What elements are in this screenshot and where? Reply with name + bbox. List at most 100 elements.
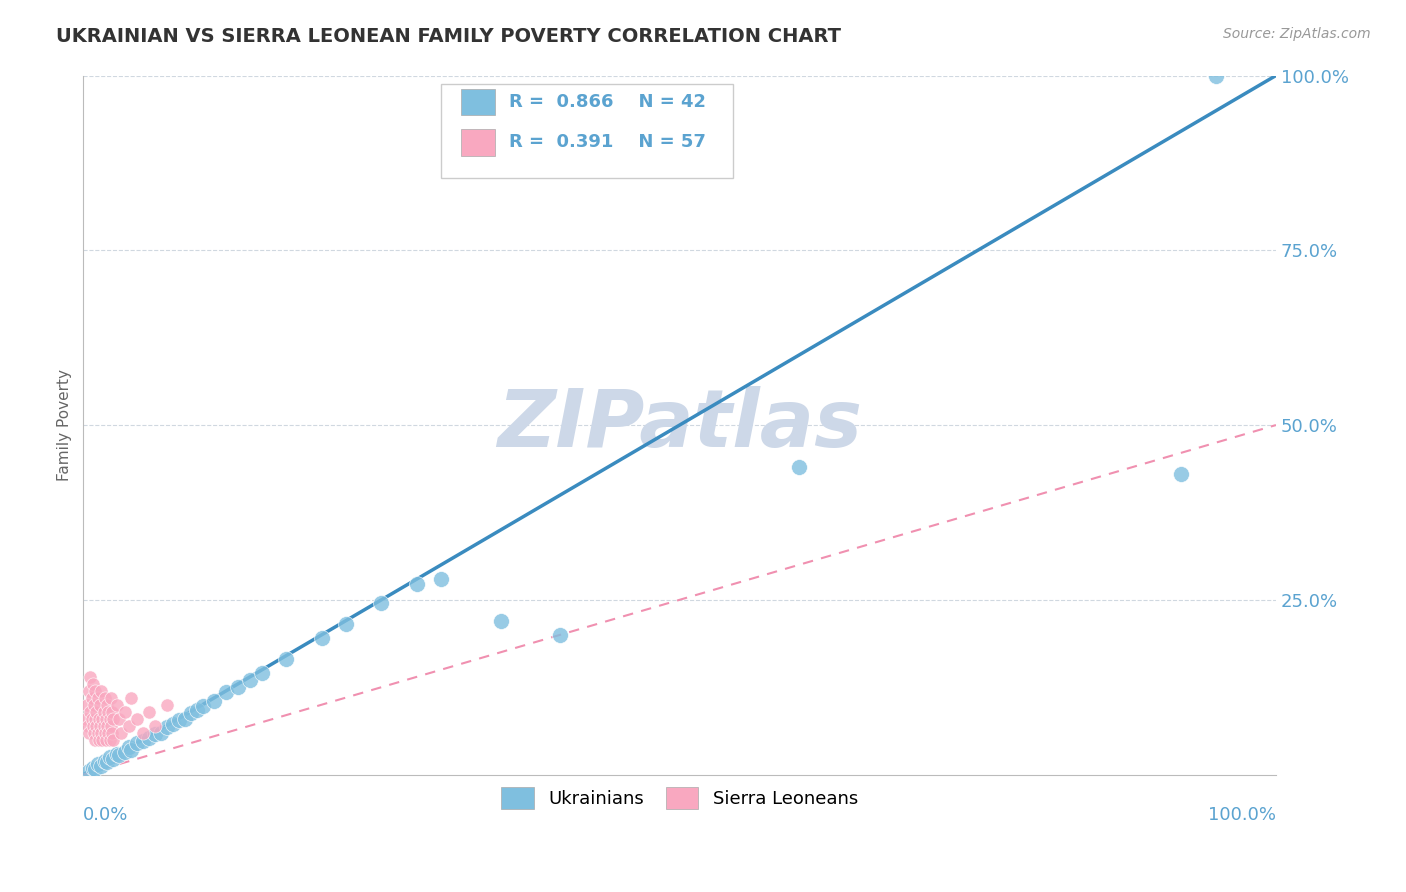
Text: ZIPatlas: ZIPatlas <box>498 386 862 464</box>
Point <box>204 694 226 708</box>
Point <box>89 718 111 732</box>
Point <box>120 690 142 705</box>
Text: R =  0.866    N = 42: R = 0.866 N = 42 <box>509 93 706 112</box>
Point <box>77 718 100 732</box>
Point <box>117 739 139 754</box>
Point <box>370 596 392 610</box>
Text: Source: ZipAtlas.com: Source: ZipAtlas.com <box>1223 27 1371 41</box>
Point <box>87 732 110 747</box>
Point <box>80 712 103 726</box>
Point <box>93 705 115 719</box>
Point <box>117 718 139 732</box>
Point <box>180 706 202 720</box>
Point <box>79 705 101 719</box>
Point <box>82 761 104 775</box>
Point <box>489 614 512 628</box>
Point <box>162 717 184 731</box>
Point <box>94 690 117 705</box>
Point <box>1170 467 1192 481</box>
Point <box>125 712 148 726</box>
Point <box>77 683 100 698</box>
Point <box>82 676 104 690</box>
Point <box>79 670 101 684</box>
Point <box>93 718 115 732</box>
Point <box>94 754 117 768</box>
Point <box>98 750 121 764</box>
Point <box>83 698 105 712</box>
Point <box>97 705 120 719</box>
Point <box>132 725 155 739</box>
Point <box>101 752 124 766</box>
Point <box>86 725 108 739</box>
Point <box>108 712 131 726</box>
Text: UKRAINIAN VS SIERRA LEONEAN FAMILY POVERTY CORRELATION CHART: UKRAINIAN VS SIERRA LEONEAN FAMILY POVER… <box>56 27 841 45</box>
Point <box>311 632 333 646</box>
Point <box>98 732 121 747</box>
Point <box>120 743 142 757</box>
Point <box>239 673 262 688</box>
Point <box>191 699 214 714</box>
Point <box>82 718 104 732</box>
Point <box>125 736 148 750</box>
Point <box>84 732 107 747</box>
Point <box>75 712 97 726</box>
Point <box>91 732 114 747</box>
Point <box>96 698 118 712</box>
Text: 100.0%: 100.0% <box>1208 806 1277 824</box>
Point <box>77 764 100 778</box>
Point <box>77 725 100 739</box>
Point <box>101 725 124 739</box>
FancyBboxPatch shape <box>441 84 734 178</box>
FancyBboxPatch shape <box>461 129 495 155</box>
Point <box>101 712 124 726</box>
Point <box>114 705 136 719</box>
Point <box>83 725 105 739</box>
Point <box>167 713 190 727</box>
FancyBboxPatch shape <box>461 89 495 115</box>
Point <box>94 712 117 726</box>
Point <box>550 628 572 642</box>
Point <box>138 731 160 746</box>
Point <box>87 712 110 726</box>
Point <box>108 747 131 762</box>
Point <box>90 683 112 698</box>
Point <box>787 460 810 475</box>
Point <box>94 732 117 747</box>
Point <box>84 762 107 776</box>
Point <box>138 705 160 719</box>
Text: R =  0.391    N = 57: R = 0.391 N = 57 <box>509 133 706 152</box>
Y-axis label: Family Poverty: Family Poverty <box>58 369 72 481</box>
Point <box>143 727 166 741</box>
Text: 0.0%: 0.0% <box>83 806 129 824</box>
Point <box>84 712 107 726</box>
Point <box>86 718 108 732</box>
Point <box>84 683 107 698</box>
Point <box>143 718 166 732</box>
Point <box>173 712 195 726</box>
Point <box>228 680 250 694</box>
Point <box>96 755 118 769</box>
Point <box>86 705 108 719</box>
Point <box>96 718 118 732</box>
Point <box>94 725 117 739</box>
Point <box>101 705 124 719</box>
Point <box>430 572 453 586</box>
Point <box>98 712 121 726</box>
Point <box>186 703 208 717</box>
Point <box>274 652 297 666</box>
Point <box>101 732 124 747</box>
Point <box>250 666 273 681</box>
Point <box>90 725 112 739</box>
Point <box>156 698 179 712</box>
Legend: Ukrainians, Sierra Leoneans: Ukrainians, Sierra Leoneans <box>492 778 868 818</box>
Point <box>149 725 172 739</box>
Point <box>132 734 155 748</box>
Point <box>97 725 120 739</box>
Point <box>335 617 357 632</box>
Point <box>89 698 111 712</box>
Point <box>76 698 98 712</box>
Point <box>80 690 103 705</box>
Point <box>100 718 122 732</box>
Point <box>110 725 132 739</box>
Point <box>105 747 128 761</box>
